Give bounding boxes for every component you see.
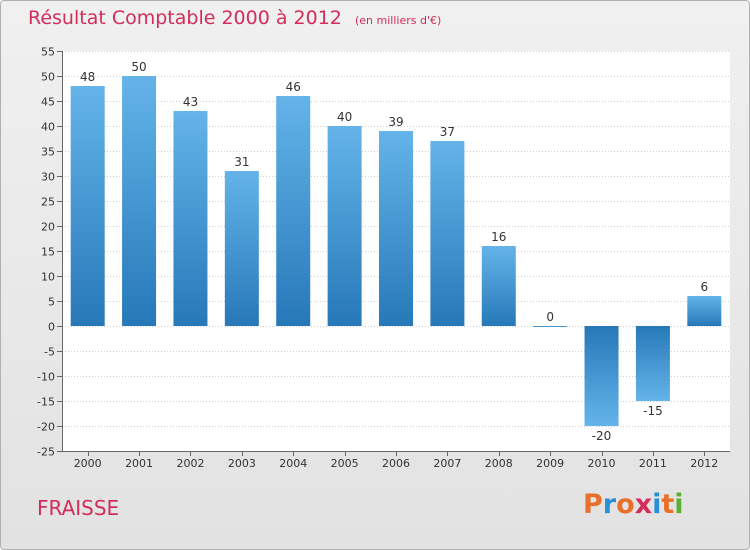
logo-letter: i xyxy=(652,489,662,520)
x-tick-label-2002: 2002 xyxy=(176,457,204,470)
value-label-2008: 16 xyxy=(491,230,506,244)
y-tick-label: -20 xyxy=(37,421,55,434)
bar-2012 xyxy=(687,296,722,326)
chart-title: Résultat Comptable 2000 à 2012 xyxy=(28,7,342,29)
bar-2005 xyxy=(327,126,362,326)
title-row: Résultat Comptable 2000 à 2012 (en milli… xyxy=(28,7,441,29)
y-tick-label: 15 xyxy=(41,246,55,259)
bar-2004 xyxy=(276,96,311,326)
bars: 48 50 43 31 46 40 39 37 16 0 -20 -15 6 xyxy=(70,60,722,443)
x-tick-label-2003: 2003 xyxy=(228,457,256,470)
y-tick-label: 30 xyxy=(41,171,55,184)
y-tick-label: 10 xyxy=(41,271,55,284)
value-label-2005: 40 xyxy=(337,110,352,124)
bar-2007 xyxy=(430,141,465,326)
value-label-2011: -15 xyxy=(643,404,663,418)
x-tick-label-2004: 2004 xyxy=(279,457,307,470)
value-label-2007: 37 xyxy=(440,125,455,139)
y-tick-label: 55 xyxy=(41,46,55,59)
value-label-2009: 0 xyxy=(546,310,554,324)
bar-2000 xyxy=(70,86,105,326)
y-tick-label: 35 xyxy=(41,146,55,159)
x-tick-label-2009: 2009 xyxy=(536,457,564,470)
x-tick-label-2010: 2010 xyxy=(588,457,616,470)
y-tick-label: -10 xyxy=(37,371,55,384)
logo-letter: P xyxy=(583,489,603,520)
logo-letter: x xyxy=(634,489,653,520)
bar-2008 xyxy=(481,246,516,326)
axes: 5550454035302520151050-5-10-15-20-252000… xyxy=(37,46,730,470)
value-label-2000: 48 xyxy=(80,70,95,84)
chart-unit: (en milliers d'€) xyxy=(354,14,442,27)
value-label-2002: 43 xyxy=(183,95,198,109)
x-tick-label-2000: 2000 xyxy=(74,457,102,470)
x-tick-label-2008: 2008 xyxy=(485,457,513,470)
x-tick-label-2012: 2012 xyxy=(690,457,718,470)
x-tick-label-2001: 2001 xyxy=(125,457,153,470)
x-tick-label-2006: 2006 xyxy=(382,457,410,470)
bar-2002 xyxy=(173,111,208,326)
x-tick-label-2005: 2005 xyxy=(331,457,359,470)
y-tick-label: 25 xyxy=(41,196,55,209)
y-tick-label: 40 xyxy=(41,121,55,134)
value-label-2006: 39 xyxy=(388,115,403,129)
value-label-2003: 31 xyxy=(234,155,249,169)
value-label-2004: 46 xyxy=(286,80,301,94)
value-label-2010: -20 xyxy=(592,429,612,443)
logo-letter: i xyxy=(674,489,684,520)
bar-2011 xyxy=(635,326,670,401)
y-tick-label: 5 xyxy=(48,296,55,309)
proxiti-logo[interactable]: Proxiti xyxy=(583,489,684,520)
y-tick-label: -5 xyxy=(44,346,55,359)
x-tick-label-2011: 2011 xyxy=(639,457,667,470)
bar-2006 xyxy=(379,131,413,326)
bar-2003 xyxy=(224,171,259,326)
y-tick-label: -25 xyxy=(37,446,55,459)
y-tick-label: 0 xyxy=(48,321,55,334)
value-label-2001: 50 xyxy=(131,60,146,74)
logo-letter: t xyxy=(661,489,675,520)
y-tick-label: 50 xyxy=(41,71,55,84)
logo-letter: o xyxy=(616,489,635,520)
y-tick-label: -15 xyxy=(37,396,55,409)
value-label-2012: 6 xyxy=(700,280,708,294)
bar-2009 xyxy=(533,326,568,327)
bar-2001 xyxy=(122,76,157,326)
x-tick-label-2007: 2007 xyxy=(433,457,461,470)
logo-letter: r xyxy=(602,489,617,520)
bar-2010 xyxy=(584,326,619,426)
commune-name: FRAISSE xyxy=(37,496,120,520)
y-tick-label: 45 xyxy=(41,96,55,109)
y-tick-label: 20 xyxy=(41,221,55,234)
